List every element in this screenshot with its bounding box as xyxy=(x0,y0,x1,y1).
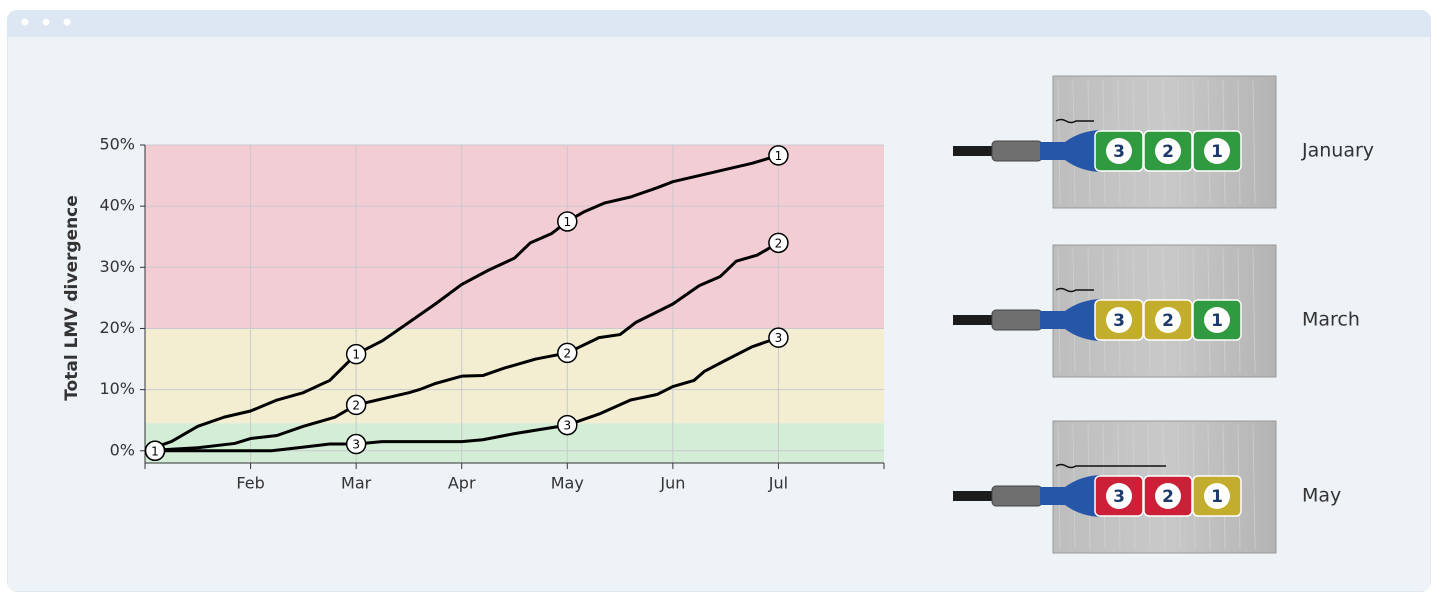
marker-label: 2 xyxy=(563,346,571,360)
panel-label: January xyxy=(1301,140,1374,162)
badge-number: 3 xyxy=(1113,311,1125,331)
x-tick-label: Feb xyxy=(236,474,264,493)
window: Total LMV divergence 0% 10% 20% 30% 40% 50% Fe… xyxy=(0,0,1439,597)
badge-number: 3 xyxy=(1113,142,1125,162)
y-tick-label: 30% xyxy=(99,257,135,276)
badge-number: 1 xyxy=(1211,311,1223,331)
page: Total LMV divergence 0% 10% 20% 30% 40% 50% Fe… xyxy=(0,0,1439,601)
marker-label: 1 xyxy=(352,348,360,362)
y-tick-label: 50% xyxy=(99,135,135,154)
window-dot xyxy=(22,19,29,26)
badge-number: 2 xyxy=(1162,311,1174,331)
x-tick-label: Jun xyxy=(659,474,685,493)
x-tick-label: Apr xyxy=(448,474,476,493)
badge-number: 2 xyxy=(1162,142,1174,162)
x-tick-label: May xyxy=(551,474,584,493)
x-tick-label: Jul xyxy=(768,474,788,493)
badge-number: 2 xyxy=(1162,487,1174,507)
marker-label: 2 xyxy=(352,398,360,412)
panel-label: May xyxy=(1302,485,1341,507)
y-tick-label: 40% xyxy=(99,196,135,215)
marker-label: 1 xyxy=(151,444,159,458)
marker-label: 3 xyxy=(775,331,783,345)
window-dot xyxy=(64,19,71,26)
marker-label: 3 xyxy=(352,438,360,452)
zone-band xyxy=(145,423,884,463)
badge-number: 1 xyxy=(1211,142,1223,162)
y-tick-label: 0% xyxy=(110,440,135,459)
window-dot xyxy=(43,19,50,26)
connector xyxy=(992,310,1042,330)
marker-label: 3 xyxy=(563,419,571,433)
title-bar xyxy=(7,10,1431,37)
plot: 0%10%20%30%40%50%FebMarAprMayJunJul33332… xyxy=(99,135,884,493)
y-tick-label: 10% xyxy=(99,379,135,398)
marker-label: 2 xyxy=(775,236,783,250)
marker-label: 1 xyxy=(775,149,783,163)
y-tick-label: 20% xyxy=(99,318,135,337)
x-tick-label: Mar xyxy=(341,474,372,493)
connector xyxy=(992,486,1042,506)
badge-number: 1 xyxy=(1211,487,1223,507)
y-axis-title: Total LMV divergence xyxy=(62,195,82,401)
marker-label: 1 xyxy=(563,215,571,229)
panel-label: March xyxy=(1302,309,1360,331)
badge-number: 3 xyxy=(1113,487,1125,507)
connector xyxy=(992,141,1042,161)
